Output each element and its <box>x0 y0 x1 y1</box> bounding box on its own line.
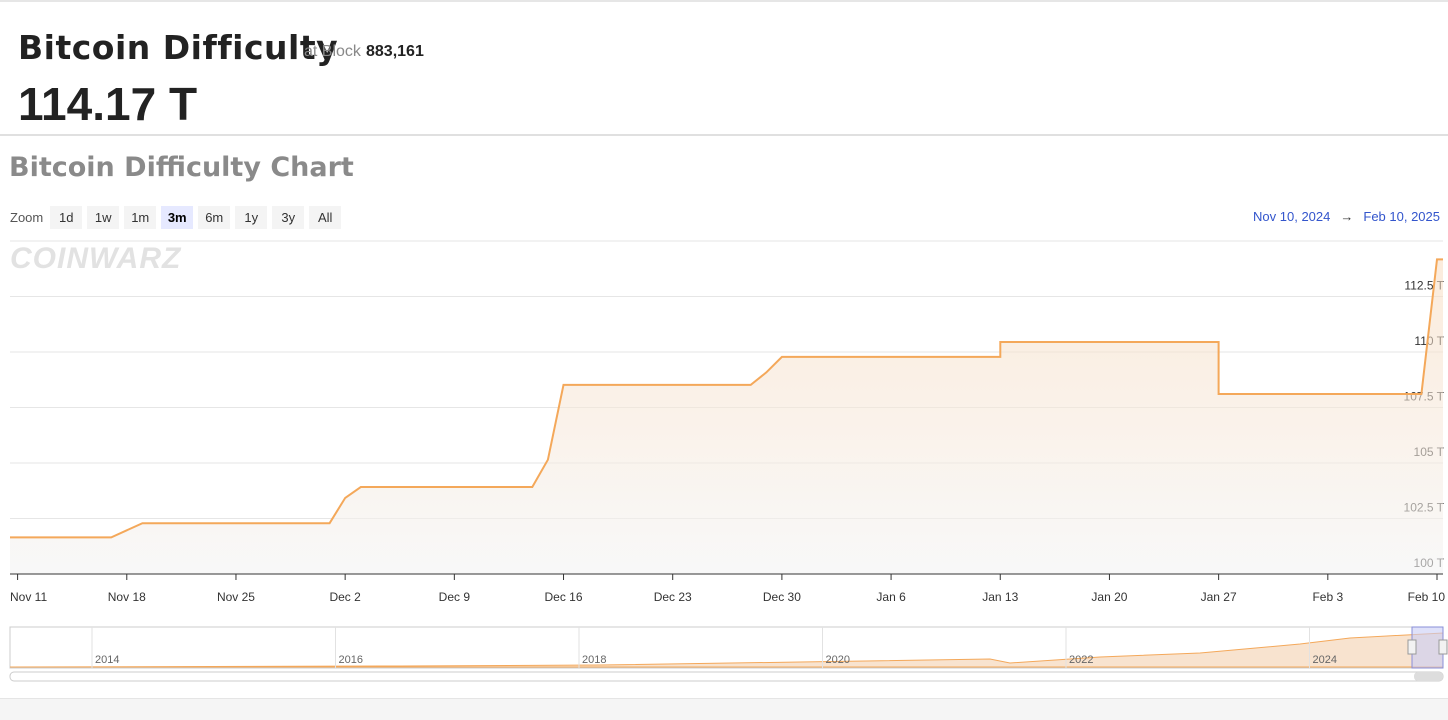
navigator-label: 2022 <box>1069 654 1093 666</box>
zoom-button[interactable]: 1d <box>50 206 83 229</box>
at-block-label: at Block <box>304 43 361 60</box>
title: Bitcoin Difficulty <box>18 28 339 67</box>
zoom-button[interactable]: 1y <box>235 206 268 229</box>
header: Bitcoin Difficulty at Block 883,161 114.… <box>0 0 1448 136</box>
navigator-label: 2014 <box>95 654 119 666</box>
x-tick-label: Jan 6 <box>876 590 906 604</box>
x-tick-label: Feb 3 <box>1312 590 1343 604</box>
x-tick-label: Nov 25 <box>217 590 255 604</box>
chart-title: Bitcoin Difficulty Chart <box>9 152 354 183</box>
scrollbar-thumb[interactable] <box>1414 672 1443 681</box>
x-tick-label: Feb 10 <box>1408 590 1446 604</box>
navigator-label: 2016 <box>339 654 363 666</box>
zoom-label: Zoom <box>10 210 44 225</box>
range-arrow: → <box>1340 209 1354 224</box>
x-tick-label: Dec 9 <box>439 590 471 604</box>
range-to[interactable]: Feb 10, 2025 <box>1363 209 1440 224</box>
zoom-button[interactable]: 6m <box>198 206 231 229</box>
x-tick-label: Nov 18 <box>108 590 146 604</box>
x-tick-label: Dec 2 <box>329 590 361 604</box>
difficulty: 114.17 T <box>18 78 198 130</box>
watermark: COINWARZ <box>10 242 182 275</box>
zoom-bar: Zoom 1d 1w 1m 3m 6m 1y 3y All <box>10 206 342 229</box>
x-tick-label: Dec 30 <box>763 590 801 604</box>
navigator-handle[interactable] <box>1407 639 1417 655</box>
x-tick-label: Dec 16 <box>545 590 583 604</box>
zoom-button[interactable]: 1m <box>124 206 157 229</box>
range-from[interactable]: Nov 10, 2024 <box>1253 209 1331 224</box>
zoom-button[interactable]: All <box>309 206 342 229</box>
x-tick-label: Jan 13 <box>982 590 1018 604</box>
x-tick-label: Jan 20 <box>1091 590 1127 604</box>
navigator-label: 2020 <box>826 654 850 666</box>
x-tick-label: Nov 11 <box>10 590 47 604</box>
zoom-button[interactable]: 3y <box>272 206 305 229</box>
area <box>10 259 1443 574</box>
zoom-button[interactable]: 3m <box>161 206 194 229</box>
x-tick-label: Dec 23 <box>654 590 692 604</box>
navigator-series <box>9 632 1444 668</box>
navigator-window[interactable] <box>1411 626 1444 669</box>
date-range: Nov 10, 2024 → Feb 10, 2025 <box>1247 209 1440 224</box>
navigator-handle[interactable] <box>1438 639 1448 655</box>
x-tick-label: Jan 27 <box>1201 590 1237 604</box>
line <box>10 258 1443 539</box>
footer-strip <box>0 698 1448 720</box>
navigator-label: 2018 <box>582 654 606 666</box>
block-height: 883,161 <box>366 43 424 60</box>
navigator-label: 2024 <box>1313 654 1337 666</box>
zoom-button[interactable]: 1w <box>87 206 120 229</box>
scrollbar[interactable] <box>9 671 1444 682</box>
